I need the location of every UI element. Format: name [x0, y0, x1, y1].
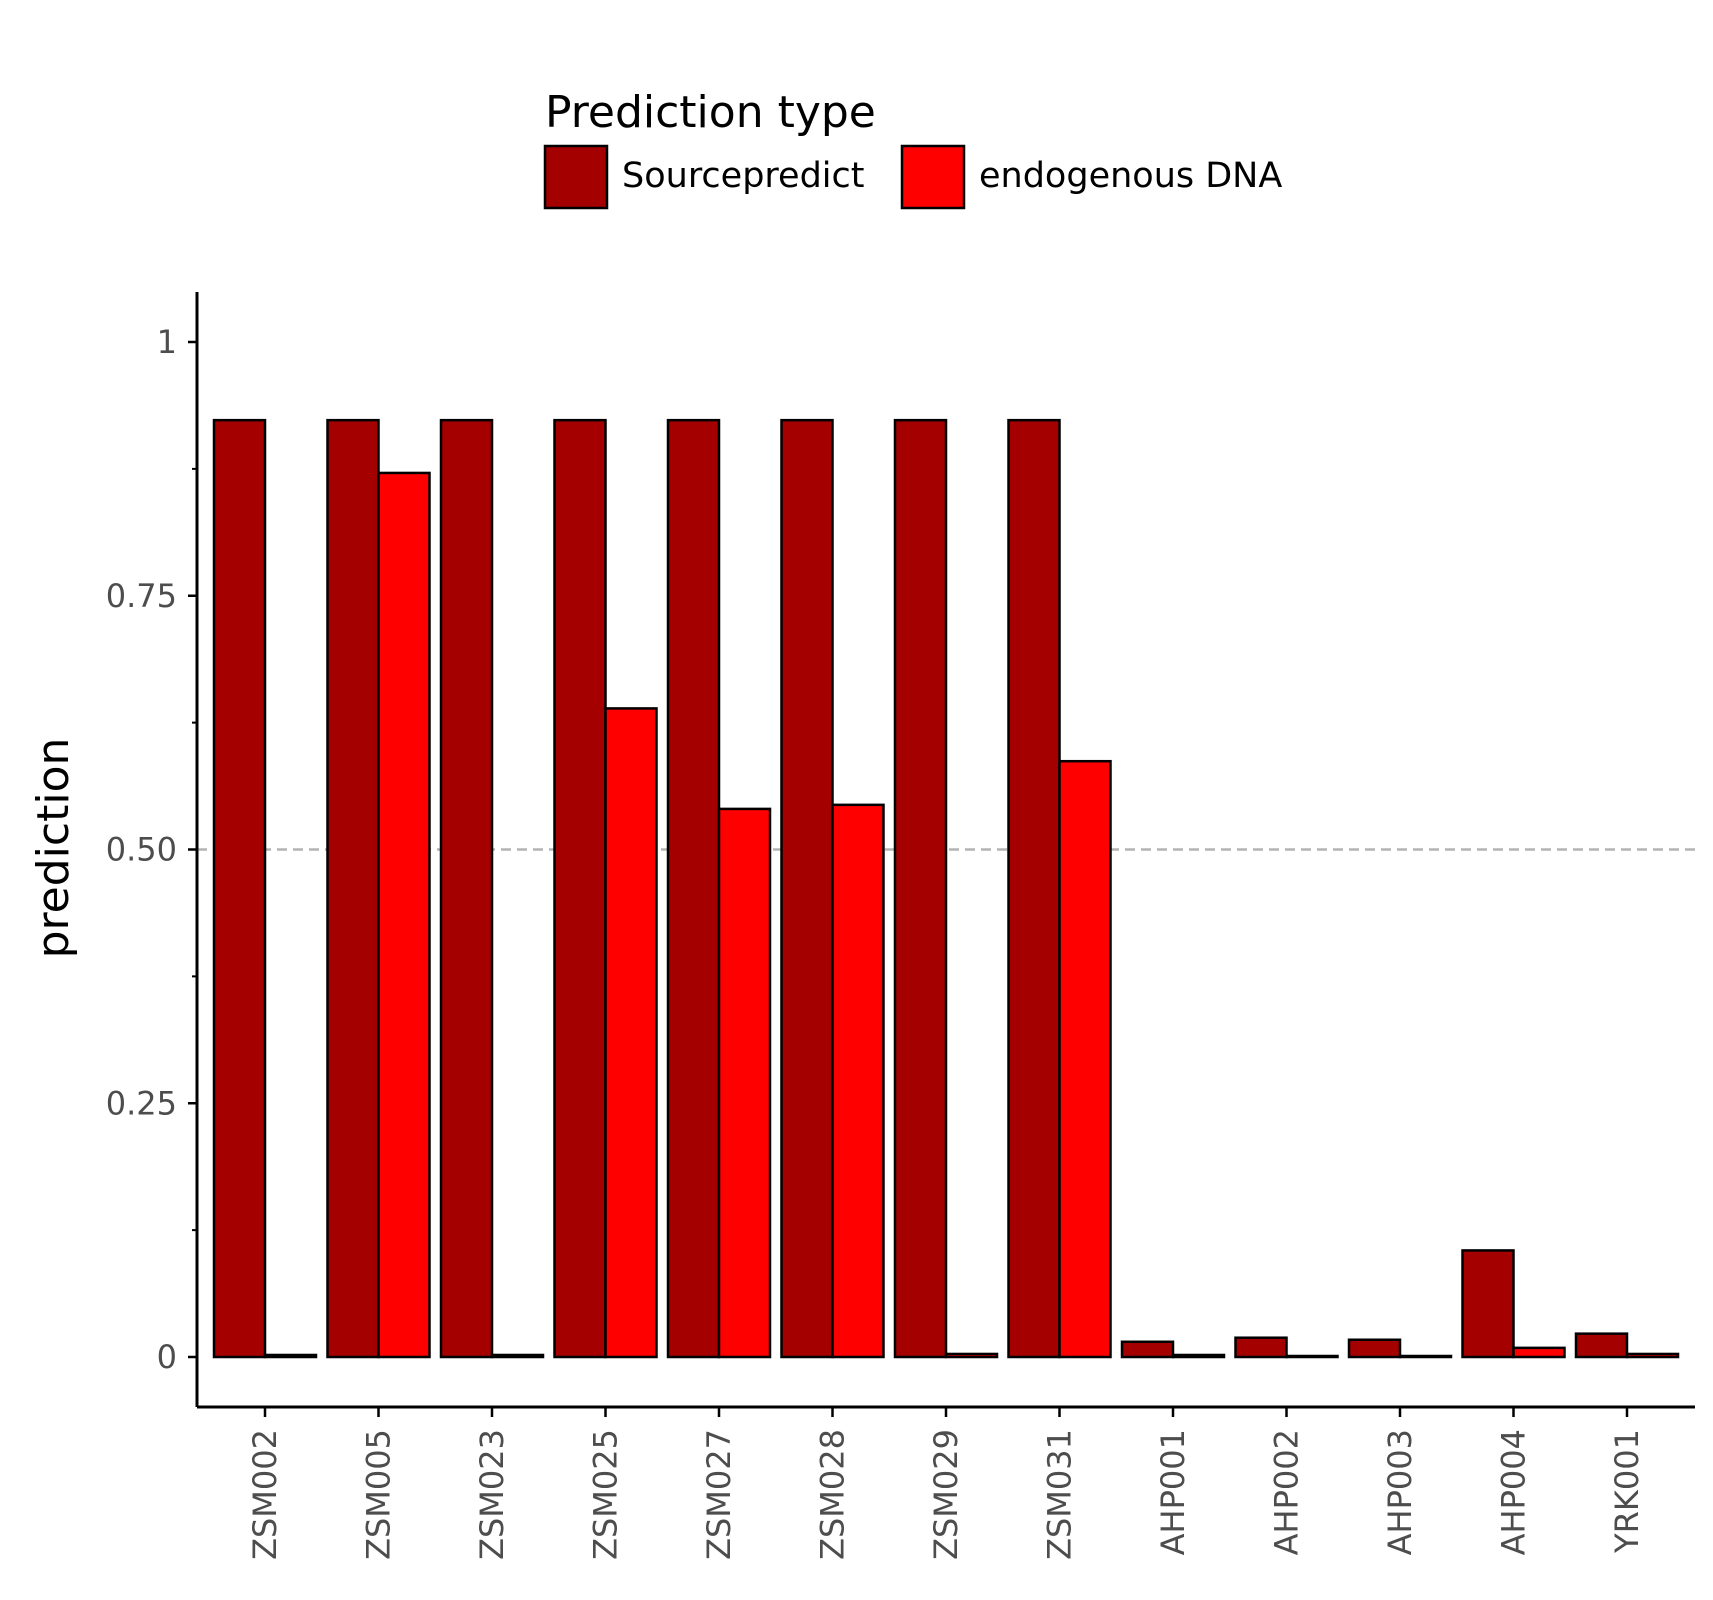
x-tick-label-zsm029: ZSM029: [927, 1429, 965, 1560]
bar-sourcepredict-zsm002: [212, 418, 267, 1359]
x-tick-label-zsm005: ZSM005: [360, 1429, 398, 1560]
bar-sourcepredict-zsm027: [666, 418, 721, 1359]
bar-endogenous-dna-zsm005: [377, 471, 431, 1359]
y-tick-label-0.50: 0.50: [106, 831, 177, 869]
legend-label-sourcepredict: Sourcepredict: [622, 156, 865, 196]
bar-sourcepredict-zsm005: [326, 418, 380, 1359]
x-tick-label-ahp003: AHP003: [1381, 1429, 1419, 1555]
bar-sourcepredict-ahp002: [1234, 1336, 1288, 1359]
x-tick-label-zsm028: ZSM028: [814, 1429, 852, 1560]
bar-sourcepredict-zsm023: [439, 418, 494, 1359]
y-tick-label-0: 0: [157, 1338, 177, 1376]
bar-endogenous-dna-ahp002: [1285, 1354, 1339, 1359]
legend-title: Prediction type: [545, 87, 876, 138]
x-tick-label-ahp002: AHP002: [1268, 1429, 1306, 1555]
y-axis-title: prediction: [28, 738, 79, 959]
y-tick-label-0.75: 0.75: [106, 577, 177, 615]
x-tick-label-ahp001: AHP001: [1154, 1429, 1192, 1555]
bar-sourcepredict-ahp003: [1347, 1338, 1402, 1359]
legend-swatch-endogenous-dna: [900, 144, 966, 210]
bar-endogenous-dna-zsm029: [944, 1352, 999, 1359]
bar-sourcepredict-ahp004: [1461, 1249, 1515, 1359]
bar-endogenous-dna-ahp003: [1398, 1354, 1453, 1359]
bar-endogenous-dna-zsm027: [717, 807, 772, 1359]
x-tick-label-zsm023: ZSM023: [473, 1429, 511, 1560]
legend: Prediction type Sourcepredict endogenous …: [543, 87, 1282, 210]
bar-endogenous-dna-zsm025: [604, 707, 658, 1359]
bar-endogenous-dna-zsm031: [1058, 759, 1112, 1359]
bar-sourcepredict-zsm029: [893, 418, 948, 1359]
x-tick-label-zsm031: ZSM031: [1041, 1429, 1079, 1560]
bar-endogenous-dna-zsm002: [263, 1353, 318, 1359]
bar-sourcepredict-zsm031: [1007, 418, 1061, 1359]
bar-endogenous-dna-yrk001: [1625, 1352, 1680, 1359]
legend-swatch-sourcepredict: [543, 144, 609, 210]
x-tick-label-zsm025: ZSM025: [587, 1429, 625, 1560]
x-tick-label-zsm027: ZSM027: [700, 1429, 738, 1560]
y-tick-label-0.25: 0.25: [106, 1084, 177, 1122]
legend-label-endogenous-dna: endogenous DNA: [979, 156, 1282, 196]
bar-sourcepredict-zsm025: [553, 418, 607, 1359]
bar-endogenous-dna-zsm023: [490, 1353, 545, 1359]
bar-endogenous-dna-zsm028: [831, 803, 885, 1359]
y-tick-label-1: 1: [157, 323, 177, 361]
bar-endogenous-dna-ahp001: [1171, 1353, 1226, 1359]
bar-sourcepredict-yrk001: [1574, 1332, 1629, 1359]
bar-sourcepredict-ahp001: [1120, 1340, 1175, 1359]
bar-sourcepredict-zsm028: [780, 418, 834, 1359]
x-tick-label-ahp004: AHP004: [1495, 1429, 1533, 1555]
bar-endogenous-dna-ahp004: [1512, 1346, 1566, 1359]
x-tick-label-yrk001: YRK001: [1608, 1429, 1646, 1554]
x-tick-label-zsm002: ZSM002: [246, 1429, 284, 1560]
